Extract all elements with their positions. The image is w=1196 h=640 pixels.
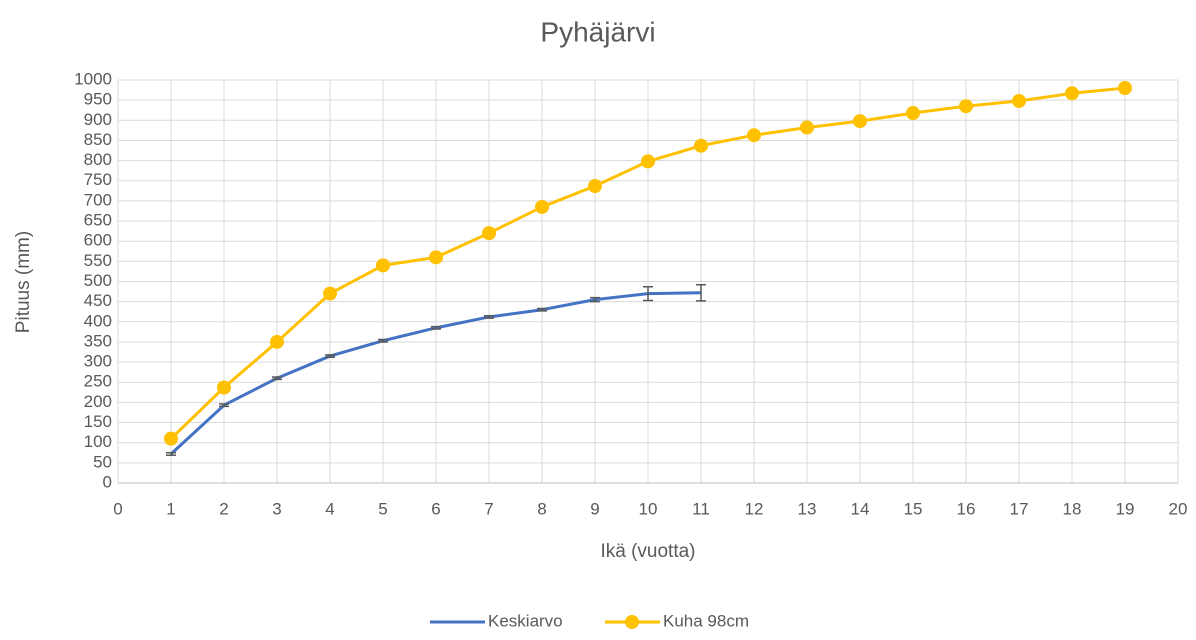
x-tick-label: 1 xyxy=(166,499,175,518)
error-bar xyxy=(431,325,441,330)
y-tick-label: 800 xyxy=(84,150,112,169)
error-bar xyxy=(325,354,335,359)
y-tick-label: 400 xyxy=(84,311,112,330)
x-tick-label: 12 xyxy=(745,499,764,518)
y-tick-label: 850 xyxy=(84,130,112,149)
y-tick-label: 950 xyxy=(84,90,112,109)
y-tick-label: 300 xyxy=(84,352,112,371)
x-tick-label: 4 xyxy=(325,499,334,518)
x-tick-label: 6 xyxy=(431,499,440,518)
marker xyxy=(641,154,655,169)
error-bar xyxy=(643,285,653,302)
x-axis-label: Ikä (vuotta) xyxy=(600,541,695,562)
x-tick-label: 9 xyxy=(590,499,599,518)
marker xyxy=(588,178,602,193)
error-bar xyxy=(696,283,706,302)
error-bar xyxy=(219,403,229,408)
marker xyxy=(376,258,390,273)
marker xyxy=(323,286,337,301)
error-bar xyxy=(537,307,547,312)
marker xyxy=(270,334,284,349)
y-tick-label: 700 xyxy=(84,190,112,209)
marker xyxy=(906,106,920,121)
marker xyxy=(694,138,708,153)
marker xyxy=(429,250,443,265)
x-tick-label: 10 xyxy=(639,499,658,518)
x-tick-label: 0 xyxy=(113,499,122,518)
x-tick-label: 11 xyxy=(692,499,710,518)
x-tick-label: 16 xyxy=(957,499,976,518)
error-bar xyxy=(590,296,600,303)
x-tick-label: 15 xyxy=(904,499,923,518)
y-tick-label: 100 xyxy=(84,432,112,451)
x-tick-label: 3 xyxy=(272,499,281,518)
y-tick-label: 200 xyxy=(84,392,112,411)
y-tick-label: 150 xyxy=(84,412,112,431)
y-tick-label: 250 xyxy=(84,372,112,391)
y-tick-label: 650 xyxy=(84,211,112,230)
legend-marker xyxy=(625,615,639,629)
x-tick-label: 14 xyxy=(851,499,870,518)
x-tick-label: 5 xyxy=(378,499,387,518)
x-tick-label: 8 xyxy=(537,499,546,518)
marker xyxy=(853,114,867,129)
marker xyxy=(959,99,973,114)
error-bar xyxy=(272,376,282,381)
error-bar xyxy=(484,315,494,319)
y-tick-label: 450 xyxy=(84,291,112,310)
y-axis-label: Pituus (mm) xyxy=(13,231,34,333)
y-tick-label: 1000 xyxy=(74,69,112,88)
y-tick-label: 750 xyxy=(84,170,112,189)
error-bar xyxy=(378,338,388,343)
y-tick-label: 0 xyxy=(103,472,112,491)
legend-label: Kuha 98cm xyxy=(663,611,749,630)
marker xyxy=(1012,93,1026,108)
y-tick-label: 550 xyxy=(84,251,112,270)
x-tick-label: 17 xyxy=(1010,499,1029,518)
x-tick-label: 7 xyxy=(484,499,493,518)
marker xyxy=(217,380,231,395)
marker xyxy=(747,128,761,143)
x-tick-label: 2 xyxy=(219,499,228,518)
marker xyxy=(1118,81,1132,96)
x-tick-label: 20 xyxy=(1169,499,1188,518)
marker xyxy=(800,120,814,135)
x-tick-label: 19 xyxy=(1116,499,1135,518)
y-tick-label: 600 xyxy=(84,231,112,250)
x-tick-label: 13 xyxy=(798,499,817,518)
chart-title: Pyhäjärvi xyxy=(540,16,655,47)
y-tick-label: 900 xyxy=(84,110,112,129)
y-tick-label: 350 xyxy=(84,331,112,350)
x-tick-label: 18 xyxy=(1063,499,1082,518)
marker xyxy=(482,226,496,241)
error-bar xyxy=(166,452,176,456)
marker xyxy=(535,199,549,214)
legend-label: Keskiarvo xyxy=(488,611,563,630)
y-tick-label: 500 xyxy=(84,271,112,290)
marker xyxy=(164,431,178,446)
marker xyxy=(1065,86,1079,101)
y-tick-label: 50 xyxy=(93,452,112,471)
